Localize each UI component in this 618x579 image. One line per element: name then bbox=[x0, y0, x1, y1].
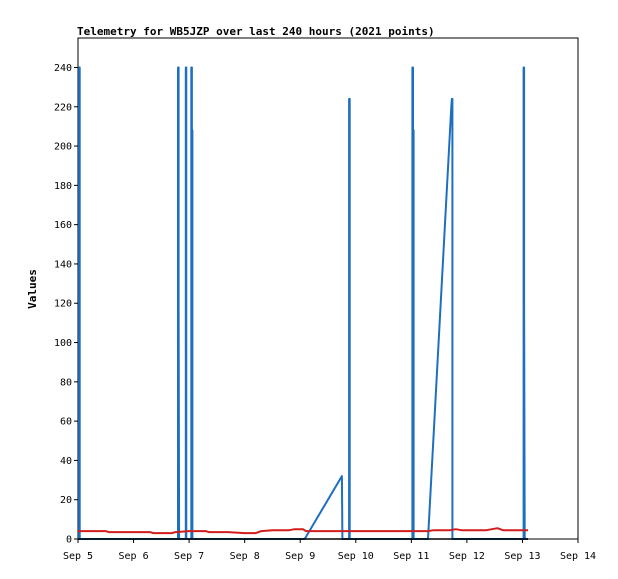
x-tick-label: Sep 12 bbox=[449, 551, 485, 562]
y-tick-label: 0 bbox=[66, 535, 72, 546]
y-axis: 0 20 40 60 80 100 120 140 160 180 200 220 240 bbox=[54, 63, 78, 546]
y-tick-label: 240 bbox=[54, 63, 72, 74]
x-tick-label: Sep 5 bbox=[63, 551, 93, 562]
chart-title: Telemetry for WB5JZP over last 240 hours… bbox=[77, 25, 435, 38]
y-tick-label: 140 bbox=[54, 259, 72, 270]
y-tick-label: 220 bbox=[54, 102, 72, 113]
series-line-1 bbox=[78, 66, 528, 540]
y-tick-label: 100 bbox=[54, 338, 72, 349]
x-tick-label: Sep 9 bbox=[285, 551, 315, 562]
x-tick-label: Sep 10 bbox=[338, 551, 374, 562]
y-tick-label: 160 bbox=[54, 220, 72, 231]
y-tick-label: 20 bbox=[60, 495, 72, 506]
x-tick-label: Sep 6 bbox=[119, 551, 149, 562]
x-axis: Sep 5 Sep 6 Sep 7 Sep 8 Sep 9 Sep 10 Sep 11 Sep… bbox=[63, 539, 596, 562]
x-tick-label: Sep 13 bbox=[504, 551, 540, 562]
x-tick-label: Sep 11 bbox=[393, 551, 429, 562]
y-tick-label: 120 bbox=[54, 299, 72, 310]
x-tick-label: Sep 7 bbox=[174, 551, 204, 562]
y-axis-label: Values bbox=[26, 269, 39, 309]
x-tick-label: Sep 14 bbox=[560, 551, 596, 562]
x-tick-label: Sep 8 bbox=[230, 551, 260, 562]
series-line-2 bbox=[78, 527, 528, 535]
y-tick-label: 80 bbox=[60, 377, 72, 388]
y-tick-label: 200 bbox=[54, 142, 72, 153]
y-tick-label: 180 bbox=[54, 181, 72, 192]
series-layer bbox=[78, 66, 528, 540]
plot-area bbox=[77, 37, 579, 540]
y-tick-label: 60 bbox=[60, 417, 72, 428]
y-tick-label: 40 bbox=[60, 456, 72, 467]
